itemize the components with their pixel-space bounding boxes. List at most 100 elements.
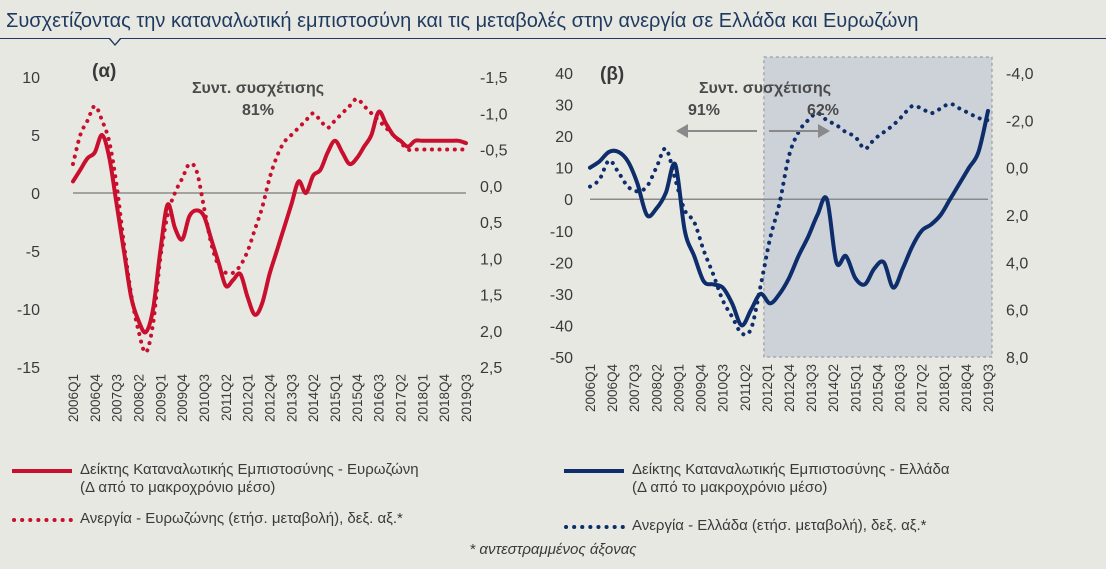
title-caret-inner — [110, 38, 120, 44]
left-tick-label-1-1: 30 — [555, 98, 573, 115]
right-tick-label-1-4: 4,0 — [1006, 255, 1028, 272]
left-tick-label-1-0: 40 — [555, 66, 573, 83]
right-tick-label-1-5: 6,0 — [1006, 303, 1028, 320]
x-tick-label-0-9: 2012Q4 — [263, 374, 278, 423]
left-tick-label-1-8: -40 — [550, 318, 573, 335]
left-tick-label-1-9: -50 — [550, 350, 573, 367]
x-tick-label-0-13: 2015Q4 — [350, 374, 365, 423]
x-tick-label-0-15: 2017Q2 — [394, 374, 409, 422]
shaded-period-1 — [763, 56, 993, 358]
legend-eurozone-unemployment: Ανεργία - Ευρωζώνης (ετήσ. μεταβολή), δε… — [10, 510, 550, 528]
chart-title: Συσχετίζοντας την καταναλωτική εμπιστοσύ… — [6, 10, 919, 32]
x-tick-label-1-2: 2007Q3 — [627, 364, 642, 412]
left-tick-label-1-5: -10 — [550, 224, 573, 241]
right-tick-label-1-2: 0,0 — [1006, 161, 1028, 178]
arrow-right-head — [818, 124, 830, 138]
left-tick-label-0-3: -5 — [26, 244, 40, 261]
x-tick-label-1-14: 2016Q3 — [893, 364, 908, 412]
legend-label-eurozone-unemployment: Ανεργία - Ευρωζώνης (ετήσ. μεταβολή), δε… — [80, 510, 403, 527]
series-line-0-0 — [71, 109, 468, 335]
x-tick-label-0-16: 2018Q1 — [415, 374, 430, 422]
legend-eurozone-confidence: Δείκτης Καταναλωτικής Εμπιστοσύνης - Ευρ… — [10, 461, 550, 497]
left-tick-label-1-7: -30 — [550, 287, 573, 304]
x-tick-label-0-6: 2010Q3 — [197, 374, 212, 422]
left-tick-label-1-2: 20 — [555, 129, 573, 146]
left-tick-label-0-2: 0 — [31, 186, 40, 203]
x-tick-label-1-12: 2015Q1 — [848, 364, 863, 412]
x-tick-label-1-0: 2006Q1 — [583, 364, 598, 412]
x-tick-label-0-0: 2006Q1 — [66, 374, 81, 422]
inverted-axis-note: * αντεστραμμένος άξονας — [469, 541, 637, 558]
x-tick-label-0-2: 2007Q3 — [110, 374, 125, 422]
x-tick-label-0-14: 2016Q3 — [372, 374, 387, 422]
x-tick-label-1-5: 2009Q4 — [694, 364, 709, 413]
series-line-1-0 — [588, 108, 990, 328]
right-tick-label-0-1: -1,0 — [480, 106, 508, 123]
x-tick-label-0-4: 2009Q1 — [153, 374, 168, 422]
right-tick-label-1-3: 2,0 — [1006, 208, 1028, 225]
right-tick-label-1-0: -4,0 — [1006, 66, 1034, 83]
left-tick-label-0-0: 10 — [22, 70, 40, 87]
x-tick-label-1-15: 2017Q2 — [915, 364, 930, 412]
legend-label-greece-confidence-sub: (Δ από το μακροχρόνιο μέσο) — [632, 479, 828, 496]
title-underline — [0, 38, 1106, 39]
x-tick-label-1-7: 2011Q2 — [738, 364, 753, 411]
right-tick-label-0-7: 2,0 — [480, 324, 502, 341]
right-tick-label-1-1: -2,0 — [1006, 113, 1034, 130]
x-tick-label-1-18: 2019Q3 — [981, 364, 996, 412]
right-tick-label-0-6: 1,5 — [480, 288, 502, 305]
legend-swatch-solid-navy — [564, 469, 624, 473]
left-tick-label-1-4: 0 — [564, 192, 573, 209]
x-tick-label-0-7: 2011Q2 — [219, 374, 234, 421]
right-tick-label-0-0: -1,5 — [480, 70, 508, 87]
x-tick-label-1-17: 2018Q4 — [959, 364, 974, 413]
x-tick-label-1-1: 2006Q4 — [605, 364, 620, 413]
x-tick-label-1-10: 2013Q3 — [804, 364, 819, 412]
correlation-label-b: Συντ. συσχέτισης — [699, 80, 831, 97]
correlation-value-b-right: 62% — [807, 102, 839, 119]
series-line-0-1 — [71, 96, 468, 355]
legend-label-greece-confidence: Δείκτης Καταναλωτικής Εμπιστοσύνης - Ελλ… — [632, 461, 950, 478]
x-tick-label-0-17: 2018Q4 — [437, 374, 452, 423]
x-tick-label-0-8: 2012Q1 — [241, 374, 256, 422]
panel-label-0: (α) — [92, 61, 116, 82]
right-tick-label-0-4: 0,5 — [480, 215, 502, 232]
x-tick-label-0-1: 2006Q4 — [88, 374, 103, 423]
legend-greece-unemployment: Ανεργία - Ελλάδα (ετήσ. μεταβολή), δεξ. … — [562, 517, 1102, 535]
x-tick-label-1-9: 2012Q4 — [782, 364, 797, 413]
x-tick-label-0-3: 2008Q2 — [132, 374, 147, 422]
x-tick-label-0-11: 2014Q2 — [306, 374, 321, 422]
correlation-value-b-left: 91% — [688, 102, 720, 119]
right-tick-label-1-6: 8,0 — [1006, 350, 1028, 367]
left-tick-label-1-6: -20 — [550, 255, 573, 272]
legend-label-greece-unemployment: Ανεργία - Ελλάδα (ετήσ. μεταβολή), δεξ. … — [632, 517, 927, 534]
arrow-left-head — [676, 124, 688, 138]
x-tick-label-1-11: 2014Q2 — [826, 364, 841, 412]
legend-label-eurozone-confidence: Δείκτης Καταναλωτικής Εμπιστοσύνης - Ευρ… — [80, 461, 419, 478]
left-tick-label-1-3: 10 — [555, 161, 573, 178]
right-tick-label-0-8: 2,5 — [480, 360, 502, 377]
x-tick-label-0-5: 2009Q4 — [175, 374, 190, 423]
right-tick-label-0-2: -0,5 — [480, 143, 508, 160]
legend-greece-confidence: Δείκτης Καταναλωτικής Εμπιστοσύνης - Ελλ… — [562, 461, 1102, 497]
x-tick-label-0-10: 2013Q3 — [284, 374, 299, 422]
x-tick-label-1-16: 2018Q1 — [937, 364, 952, 412]
legend-swatch-dotted-navy — [564, 525, 626, 529]
x-tick-label-0-18: 2019Q3 — [459, 374, 474, 422]
left-tick-label-0-4: -10 — [17, 302, 40, 319]
legend-label-eurozone-confidence-sub: (Δ από το μακροχρόνιο μέσο) — [80, 479, 276, 496]
right-tick-label-0-3: 0,0 — [480, 179, 502, 196]
left-tick-label-0-1: 5 — [31, 128, 40, 145]
x-tick-label-1-8: 2012Q1 — [760, 364, 775, 412]
left-tick-label-0-5: -15 — [17, 360, 40, 377]
x-tick-label-1-13: 2015Q4 — [870, 364, 885, 413]
panel-label-1: (β) — [600, 64, 624, 85]
x-tick-label-0-12: 2015Q1 — [328, 374, 343, 422]
x-tick-label-1-4: 2009Q1 — [671, 364, 686, 412]
correlation-label-a: Συντ. συσχέτισης — [192, 80, 324, 97]
x-tick-label-1-3: 2008Q2 — [649, 364, 664, 412]
legend-swatch-solid-red — [12, 469, 72, 473]
right-tick-label-0-5: 1,0 — [480, 251, 502, 268]
